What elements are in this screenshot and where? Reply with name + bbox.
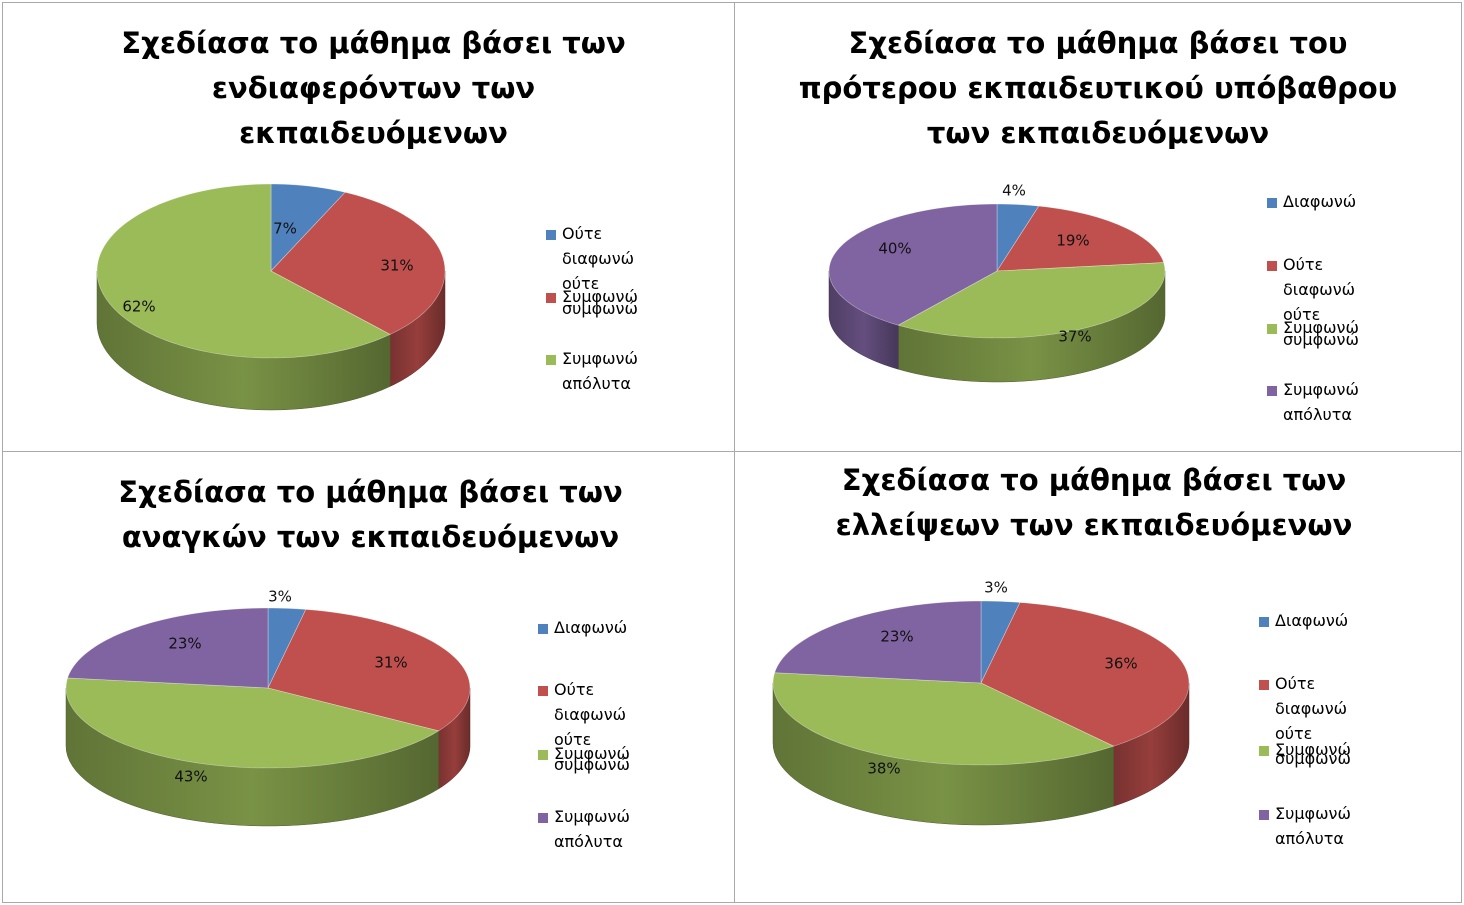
legend-label: Διαφωνώ [1275,611,1349,630]
chart-panel-deficiencies: 3% 36% 38% 23% Σχεδίασα το μάθημα βάσει των… [734,451,1462,903]
legend-label: Συμφωνώ απόλυτα [1283,380,1359,424]
pie-slice [772,672,1115,766]
legend-swatch [1259,680,1269,690]
legend-label: Συμφωνώ [554,744,630,763]
chart-panel-needs: 3% 31% 43% 23% Σχεδίασα το μάθημα βάσει των… [2,451,735,903]
pie-slice [96,183,391,359]
legend-item: Συμφωνώ απόλυτα [1259,804,1351,851]
legend-swatch [1267,261,1277,271]
legend-item: Ούτε διαφωνώ ούτε συμφωνώ [538,680,630,777]
data-label: 40% [878,240,911,258]
data-label: 38% [867,760,900,778]
pie-slice [828,203,998,326]
legend-item: Διαφωνώ [1259,611,1348,633]
legend-swatch [1267,324,1277,334]
legend-swatch [538,624,548,634]
legend-swatch [1259,810,1269,820]
data-label: 37% [1058,328,1091,346]
chart-title: Σχεδίασα το μάθημα βάσει των ενδιαφερόντ… [121,26,626,150]
data-label: 23% [880,628,913,646]
legend-label: Ούτε διαφωνώ ούτε συμφωνώ [1283,255,1359,349]
legend-swatch [538,750,548,760]
data-label: 3% [268,588,292,606]
pie-slice [774,600,982,684]
chart-title: Σχεδίασα το μάθημα βάσει των ελλείψεων τ… [835,463,1353,542]
data-label: 3% [984,579,1008,597]
pie-slice [980,602,1190,747]
legend-item: Διαφωνώ [538,618,627,640]
legend-item: Ούτε διαφωνώ ούτε συμφωνώ [546,224,638,321]
pie-slice [65,677,440,769]
data-label: 31% [380,257,413,275]
data-label: 31% [374,654,407,672]
legend-swatch [546,293,556,303]
chart-title: Σχεδίασα το μάθημα βάσει των αναγκών των… [118,475,623,554]
legend-item: Διαφωνώ [1267,192,1356,214]
legend-swatch [1267,198,1277,208]
pie-chart-background: 4% 19% 37% 40% [828,182,1166,383]
legend-label: Συμφωνώ [1275,740,1351,759]
pie-chart-needs: 3% 31% 43% 23% [65,588,471,827]
legend-label: Συμφωνώ [562,287,638,306]
legend-label: Συμφωνώ απόλυτα [1275,804,1351,848]
data-label: 36% [1104,655,1137,673]
data-label: 19% [1056,232,1089,250]
chart-title: Σχεδίασα το μάθημα βάσει του πρότερου εκ… [798,26,1398,150]
data-label: 4% [1002,182,1026,200]
legend-item: Συμφωνώ [1267,318,1359,340]
pie-slice [270,183,346,272]
legend-swatch [1259,746,1269,756]
legend-swatch [1259,617,1269,627]
legend-item: Συμφωνώ [1259,740,1351,762]
pie-chart-deficiencies: 3% 36% 38% 23% [772,579,1190,826]
legend-item: Συμφωνώ απόλυτα [1267,380,1359,427]
legend-label: Συμφωνώ απόλυτα [562,349,638,393]
pie-slice [270,191,446,335]
chart-panel-background: 4% 19% 37% 40% Σχεδίασα το μάθημα βάσει του… [734,2,1462,452]
legend-label: Ούτε διαφωνώ ούτε συμφωνώ [562,224,638,318]
legend-label: Ούτε διαφωνώ ούτε συμφωνώ [1275,674,1351,768]
pie-slice [996,205,1165,272]
legend-swatch [538,686,548,696]
pie-slice [67,607,269,689]
legend-swatch [1267,386,1277,396]
legend-item: Συμφωνώ απόλυτα [546,349,638,396]
legend-item: Συμφωνώ [538,744,630,766]
pie-chart-interests: 7% 31% 62% [96,183,446,411]
legend-label: Ούτε διαφωνώ ούτε συμφωνώ [554,680,630,774]
legend-item: Συμφωνώ απόλυτα [538,807,630,854]
data-label: 7% [273,220,297,238]
legend-swatch [546,355,556,365]
legend-item: Ούτε διαφωνώ ούτε συμφωνώ [1259,674,1351,771]
legend-swatch [546,230,556,240]
legend-item: Ούτε διαφωνώ ούτε συμφωνώ [1267,255,1359,352]
legend-label: Συμφωνώ [1283,318,1359,337]
data-label: 43% [174,768,207,786]
chart-panel-interests: 7% 31% 62% Σχεδίασα το μάθημα βάσει των εν… [2,2,735,452]
legend-label: Διαφωνώ [554,618,628,637]
legend-item: Συμφωνώ [546,287,638,309]
pie-slice [897,262,1166,339]
legend-swatch [538,813,548,823]
legend-label: Διαφωνώ [1283,192,1357,211]
legend-label: Συμφωνώ απόλυτα [554,807,630,851]
data-label: 62% [122,298,155,316]
data-label: 23% [168,635,201,653]
